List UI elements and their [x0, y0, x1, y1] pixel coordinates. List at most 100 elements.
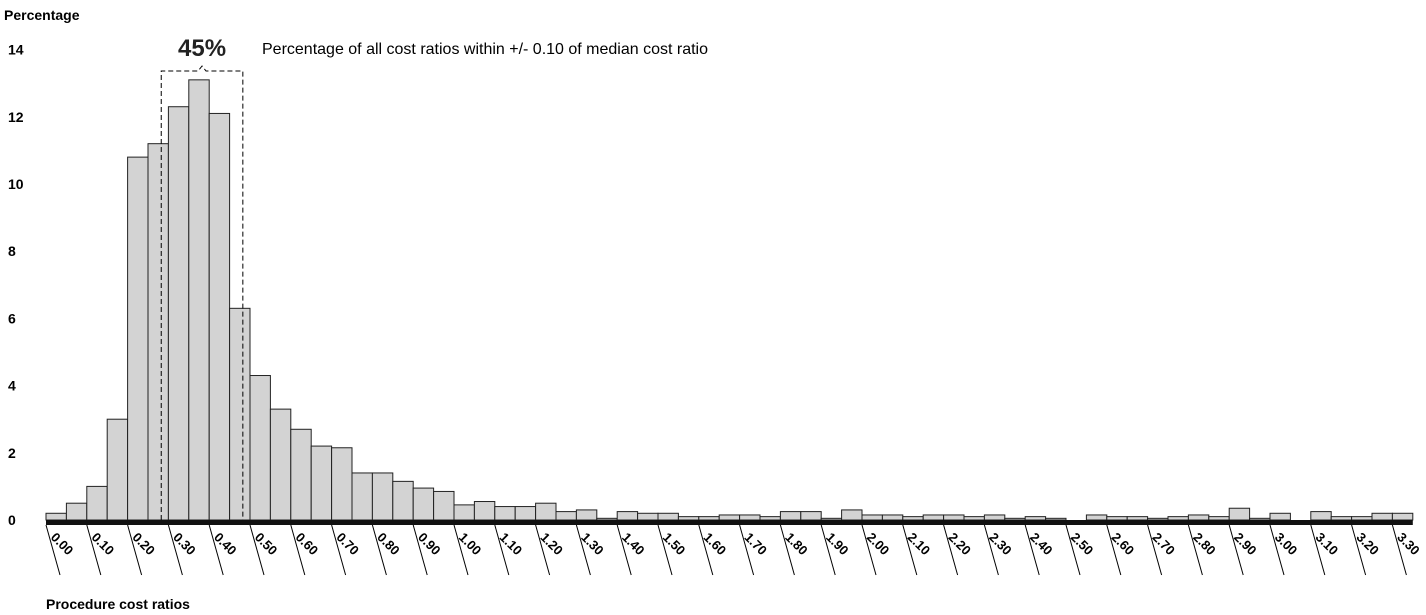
- x-tick: 3.00: [1269, 524, 1300, 576]
- y-axis-ticks: 0 2 4 6 8 10 12 14: [8, 42, 24, 528]
- histogram-bar: [392, 480, 414, 521]
- histogram-bar: [1330, 516, 1353, 521]
- histogram-bar: [637, 512, 659, 521]
- x-tick-mark: [1106, 524, 1122, 576]
- histogram-bar: [820, 517, 843, 521]
- x-tick-label: 0.20: [129, 530, 158, 559]
- histogram-bar: [657, 512, 679, 521]
- x-tick-label: 2.00: [864, 530, 893, 559]
- x-tick-label: 1.40: [619, 530, 648, 559]
- x-tick-mark: [657, 524, 673, 576]
- x-tick: 1.40: [616, 524, 648, 576]
- histogram-bar: [269, 408, 292, 521]
- x-tick-label: 2.90: [1231, 530, 1260, 559]
- x-tick-mark: [1310, 524, 1326, 576]
- annotation-percentage: 45%: [178, 35, 226, 62]
- histogram-bar: [473, 501, 496, 521]
- histogram-bar: [759, 516, 781, 521]
- histogram-bar: [371, 472, 394, 521]
- x-tick-label: 1.80: [782, 530, 811, 559]
- x-tick: 1.70: [739, 524, 770, 576]
- histogram-bar: [1351, 516, 1373, 521]
- x-tick-label: 0.10: [89, 530, 118, 559]
- y-axis-title: Percentage: [4, 7, 80, 23]
- x-tick-mark: [45, 524, 61, 576]
- x-tick-mark: [290, 524, 306, 576]
- x-tick: 0.10: [86, 524, 118, 576]
- x-tick-label: 3.20: [1353, 530, 1382, 559]
- x-tick: 2.60: [1106, 524, 1138, 576]
- x-tick-mark: [983, 524, 999, 576]
- x-tick-mark: [412, 524, 428, 576]
- x-tick-label: 3.10: [1313, 530, 1342, 559]
- x-tick: 0.20: [127, 524, 158, 576]
- histogram-bar: [943, 514, 965, 521]
- x-tick-label: 0.30: [170, 530, 199, 559]
- x-tick-label: 0.40: [211, 530, 240, 559]
- x-tick: 2.30: [983, 524, 1015, 576]
- histogram-bar: [1391, 512, 1414, 521]
- x-tick: 0.90: [412, 524, 444, 576]
- histogram-bar: [902, 516, 924, 521]
- x-tick-mark: [1147, 524, 1163, 576]
- histogram-bar: [106, 418, 129, 521]
- x-tick-mark: [1065, 524, 1081, 576]
- histogram-bar: [739, 514, 761, 521]
- y-tick-label: 2: [8, 445, 16, 461]
- histogram-bar: [1106, 516, 1128, 521]
- x-tick-mark: [1351, 524, 1367, 576]
- x-tick-label: 2.30: [986, 530, 1015, 559]
- histogram-bar: [1371, 512, 1393, 521]
- x-tick-label: 3.30: [1394, 530, 1423, 559]
- median-range-bracket: [160, 65, 244, 520]
- x-tick-mark: [371, 524, 387, 576]
- histogram-bar: [494, 506, 516, 521]
- histogram-bar: [1024, 516, 1047, 521]
- x-tick-mark: [1269, 524, 1285, 576]
- histogram-bar: [453, 504, 475, 521]
- x-tick-mark: [1187, 524, 1203, 576]
- histogram-bar: [800, 511, 822, 521]
- x-tick: 2.00: [861, 524, 893, 576]
- x-tick-label: 0.70: [333, 530, 362, 559]
- x-tick-label: 0.80: [374, 530, 403, 559]
- x-tick: 1.20: [535, 524, 566, 576]
- histogram-bar: [147, 143, 169, 521]
- x-tick-label: 2.60: [1109, 530, 1138, 559]
- histogram-bar: [698, 516, 720, 521]
- x-tick: 0.40: [208, 524, 240, 576]
- histogram-bar: [1085, 514, 1108, 521]
- x-tick-label: 1.50: [660, 530, 689, 559]
- annotation-text: Percentage of all cost ratios within +/-…: [262, 41, 708, 58]
- x-tick-mark: [820, 524, 836, 576]
- histogram-bar: [963, 516, 985, 521]
- x-tick-label: 1.00: [456, 530, 485, 559]
- x-tick-label: 2.20: [945, 530, 974, 559]
- y-tick-label: 14: [8, 42, 24, 58]
- x-tick-mark: [127, 524, 143, 576]
- x-tick-label: 0.60: [293, 530, 322, 559]
- x-tick: 0.00: [45, 524, 77, 576]
- x-tick-label: 1.20: [537, 530, 566, 559]
- histogram-bar: [310, 445, 333, 521]
- x-tick: 1.00: [453, 524, 485, 576]
- x-tick-mark: [739, 524, 755, 576]
- histogram-bar: [229, 307, 251, 521]
- histogram-bar: [1045, 517, 1067, 521]
- histogram-bar: [1249, 517, 1271, 521]
- x-tick-mark: [1391, 524, 1407, 576]
- y-tick-label: 4: [8, 378, 16, 394]
- x-tick-label: 0.00: [48, 530, 77, 559]
- histogram-bar: [412, 487, 435, 521]
- x-tick: 1.30: [575, 524, 607, 576]
- histogram-bar: [188, 79, 210, 521]
- y-tick-label: 0: [8, 512, 16, 528]
- histogram-bar: [779, 511, 802, 521]
- x-tick: 2.50: [1065, 524, 1096, 576]
- x-tick-mark: [861, 524, 877, 576]
- x-tick-label: 0.90: [415, 530, 444, 559]
- histogram-bar: [1187, 514, 1210, 521]
- histogram-bar: [1310, 511, 1332, 521]
- x-tick-mark: [902, 524, 918, 576]
